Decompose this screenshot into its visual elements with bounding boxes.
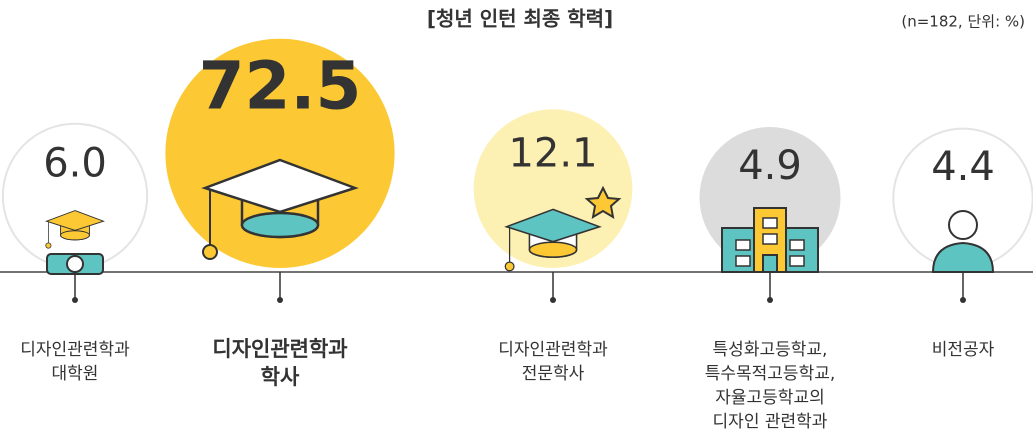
category-label: 특성화고등학교, <box>713 340 828 360</box>
category-label: 디자인관련학과 <box>212 337 347 361</box>
value-label: 12.1 <box>508 130 597 176</box>
chart-title: [청년 인턴 최종 학력] <box>427 7 613 31</box>
person-head <box>949 211 977 239</box>
stem-dot <box>550 297 556 303</box>
chart: [청년 인턴 최종 학력] (n=182, 단위: %) 6.0 디자인관련학과대… <box>0 0 1033 447</box>
door <box>763 255 777 272</box>
value-label: 4.9 <box>738 143 802 189</box>
window <box>790 240 804 250</box>
category-label: 디자인 관련학과 <box>713 412 828 432</box>
cap-bottom <box>61 231 90 240</box>
tassel-end <box>46 243 51 248</box>
window <box>736 240 750 250</box>
stem-dot <box>767 297 773 303</box>
chart-note: (n=182, 단위: %) <box>901 13 1025 31</box>
category-label: 비전공자 <box>932 340 995 360</box>
seal <box>67 256 83 272</box>
stem-dot <box>960 297 966 303</box>
tassel-end <box>203 245 217 259</box>
window <box>736 256 750 266</box>
value-label: 6.0 <box>43 141 107 187</box>
stem-dot <box>72 297 78 303</box>
stem-dot <box>277 297 283 303</box>
value-label: 72.5 <box>199 47 362 124</box>
window <box>763 234 777 244</box>
cap-bottom <box>529 242 576 257</box>
window <box>763 218 777 228</box>
category-label: 전문학사 <box>522 364 585 384</box>
value-label: 4.4 <box>931 144 995 190</box>
tassel-end <box>505 262 514 271</box>
category-label: 대학원 <box>52 364 99 384</box>
window <box>790 256 804 266</box>
category-label: 특수목적고등학교, <box>705 364 836 384</box>
category-label: 디자인관련학과 <box>498 340 608 360</box>
category-label: 학사 <box>261 365 300 389</box>
category-label: 디자인관련학과 <box>20 340 130 360</box>
cap-bottom <box>242 213 318 237</box>
category-label: 자율고등학교의 <box>715 388 824 408</box>
